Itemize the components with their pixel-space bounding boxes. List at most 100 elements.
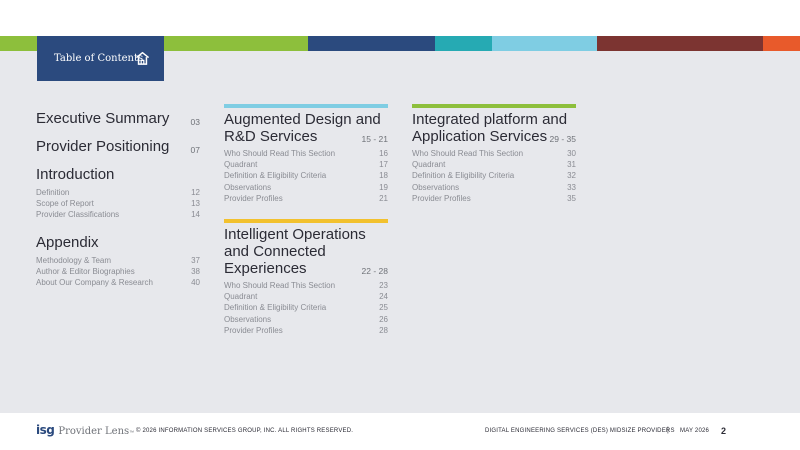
section-bar-augmented <box>224 104 388 108</box>
list-item[interactable]: Definition & Eligibility Criteria 18 <box>224 170 388 181</box>
section-intelligent-operations: Intelligent Operations and Connected Exp… <box>224 226 388 336</box>
stripe-segment-orange <box>763 36 800 51</box>
item-label: Observations <box>412 182 460 192</box>
item-page: 19 <box>379 182 388 192</box>
list-item[interactable]: Provider Profiles 28 <box>224 325 388 336</box>
item-page: 16 <box>379 149 388 158</box>
toc-entry-executive-summary[interactable]: Executive Summary 03 <box>36 110 200 138</box>
list-item[interactable]: Observations 33 <box>412 182 576 193</box>
list-item[interactable]: Observations 26 <box>224 314 388 325</box>
section-title-block[interactable]: Intelligent Operations and Connected Exp… <box>224 226 388 277</box>
introduction-list: Definition 12 Scope of Report 13 Provider … <box>36 187 200 221</box>
top-band <box>0 0 800 36</box>
item-page: 40 <box>191 277 200 287</box>
section-bar-intelligent <box>224 219 388 223</box>
section-title-block[interactable]: Integrated platform and Application Serv… <box>412 111 576 145</box>
list-item[interactable]: Quadrant 17 <box>224 159 388 170</box>
footer-separator: | <box>667 427 670 434</box>
list-item[interactable]: Who Should Read This Section 30 <box>412 148 576 159</box>
section-title-line: Augmented Design and <box>224 111 381 128</box>
item-page: 21 <box>379 193 388 203</box>
list-item[interactable]: Scope of Report 13 <box>36 198 200 209</box>
item-page: 38 <box>191 266 200 276</box>
table-of-contents-tab[interactable]: Table of Contents <box>37 36 164 81</box>
stripe-segment-maroon <box>597 36 763 51</box>
list-item[interactable]: Quadrant 31 <box>412 159 576 170</box>
item-page: 33 <box>567 182 576 192</box>
item-label: Definition <box>36 188 70 197</box>
list-item[interactable]: Observations 19 <box>224 182 388 193</box>
list-item[interactable]: About Our Company & Research 40 <box>36 277 200 288</box>
item-label: Provider Profiles <box>224 325 283 335</box>
section-list: Who Should Read This Section 16 Quadrant 1… <box>224 148 388 204</box>
toc-left-column: Executive Summary 03 Provider Positionin… <box>36 110 200 288</box>
section-title-line: R&D Services <box>224 128 318 145</box>
isg-provider-lens-logo: isg Provider Lens ™ <box>36 423 134 437</box>
item-label: Observations <box>224 314 272 324</box>
toc-heading-appendix[interactable]: Appendix <box>36 234 200 255</box>
item-page: 24 <box>379 292 388 302</box>
footer-date: MAY 2026 <box>680 428 710 434</box>
section-bar-integrated <box>412 104 576 108</box>
section-title-line: and Connected <box>224 243 326 260</box>
item-label: Quadrant <box>412 160 446 170</box>
item-label: Provider Profiles <box>412 193 471 203</box>
footer-report-title: DIGITAL ENGINEERING SERVICES (DES) MIDSI… <box>485 428 675 434</box>
item-page: 26 <box>379 314 388 324</box>
appendix-list: Methodology & Team 37 Author & Editor Bio… <box>36 255 200 289</box>
footer-copyright: © 2026 INFORMATION SERVICES GROUP, INC. … <box>136 428 354 434</box>
logo-isg: isg <box>36 423 55 437</box>
list-item[interactable]: Definition 12 <box>36 187 200 198</box>
item-page: 13 <box>191 199 200 209</box>
item-label: Provider Classifications <box>36 210 120 220</box>
section-page-range: 29 - 35 <box>549 134 576 144</box>
item-page: 30 <box>567 149 576 158</box>
item-label: Who Should Read This Section <box>224 281 336 290</box>
home-icon[interactable] <box>135 51 150 66</box>
list-item[interactable]: Definition & Eligibility Criteria 25 <box>224 302 388 313</box>
item-page: 17 <box>379 160 388 170</box>
footer <box>0 413 800 450</box>
stripe-segment-lightblue <box>492 36 597 51</box>
section-title-line: Intelligent Operations <box>224 226 366 243</box>
list-item[interactable]: Author & Editor Biographies 38 <box>36 266 200 277</box>
entry-page: 07 <box>190 145 200 155</box>
item-label: Definition & Eligibility Criteria <box>412 171 515 181</box>
list-item[interactable]: Quadrant 24 <box>224 291 388 302</box>
stripe-segment-navy <box>308 36 435 51</box>
item-label: Scope of Report <box>36 199 94 209</box>
item-page: 31 <box>567 160 576 170</box>
toc-entry-provider-positioning[interactable]: Provider Positioning 07 <box>36 138 200 166</box>
section-augmented-design: Augmented Design and R&D Services 15 - 2… <box>224 111 388 204</box>
section-title-block[interactable]: Augmented Design and R&D Services 15 - 2… <box>224 111 388 145</box>
item-page: 12 <box>191 188 200 197</box>
heading-title: Introduction <box>36 166 115 183</box>
item-label: Quadrant <box>224 292 258 302</box>
entry-page: 03 <box>190 117 200 127</box>
list-item[interactable]: Methodology & Team 37 <box>36 255 200 266</box>
list-item[interactable]: Provider Profiles 35 <box>412 193 576 204</box>
item-label: Author & Editor Biographies <box>36 266 135 276</box>
list-item[interactable]: Who Should Read This Section 16 <box>224 148 388 159</box>
section-list: Who Should Read This Section 30 Quadrant 3… <box>412 148 576 204</box>
section-page-range: 15 - 21 <box>361 134 388 144</box>
item-label: Who Should Read This Section <box>224 149 336 158</box>
entry-title: Provider Positioning <box>36 138 170 155</box>
list-item[interactable]: Provider Profiles 21 <box>224 193 388 204</box>
list-item[interactable]: Definition & Eligibility Criteria 32 <box>412 170 576 181</box>
section-list: Who Should Read This Section 23 Quadrant 2… <box>224 280 388 336</box>
list-item[interactable]: Provider Classifications 14 <box>36 209 200 220</box>
item-label: Methodology & Team <box>36 255 112 265</box>
section-title-line: Application Services <box>412 128 548 145</box>
list-item[interactable]: Who Should Read This Section 23 <box>224 280 388 291</box>
stripe-segment-teal <box>435 36 492 51</box>
section-page-range: 22 - 28 <box>361 266 388 276</box>
section-integrated-platform: Integrated platform and Application Serv… <box>412 111 576 204</box>
item-page: 25 <box>379 303 388 313</box>
item-label: Definition & Eligibility Criteria <box>224 303 327 313</box>
page-number: 2 <box>721 426 727 436</box>
item-label: Observations <box>224 182 272 192</box>
item-page: 37 <box>191 255 200 265</box>
toc-heading-introduction[interactable]: Introduction <box>36 166 200 187</box>
item-label: Who Should Read This Section <box>412 149 524 158</box>
